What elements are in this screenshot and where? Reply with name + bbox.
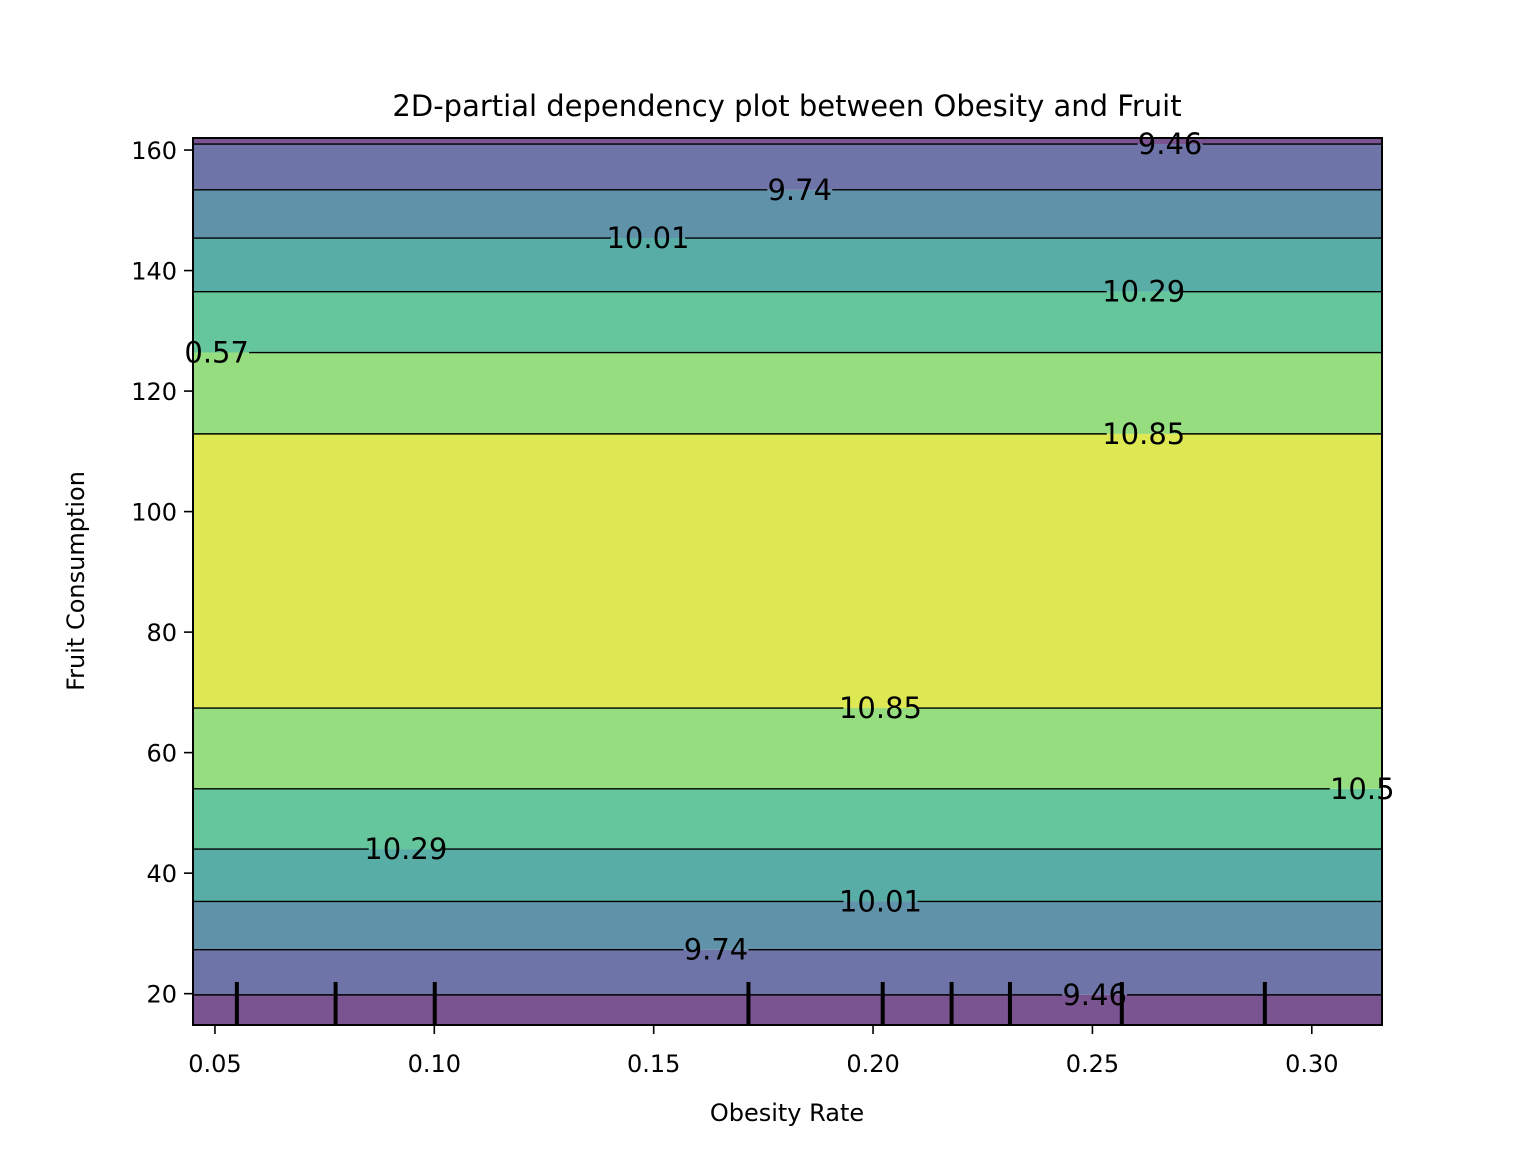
contour-label-10: 9.74: [767, 173, 832, 207]
x-tick-label-4: 0.25: [1066, 1050, 1119, 1078]
y-tick-label-0: 20: [146, 981, 177, 1009]
y-tick-label-4: 100: [131, 499, 177, 527]
x-tick-label-0: 0.05: [188, 1050, 241, 1078]
contour-band-7: [193, 352, 1382, 434]
contour-band-1: [193, 949, 1382, 995]
contour-band-2: [193, 901, 1382, 950]
contour-label-8: 10.29: [1102, 275, 1185, 309]
contour-labels: 9.46 9.74 10.01 10.29 10.5 10.85 10.85 0.57 10.2…: [184, 127, 1394, 1012]
contour-label-3: 10.29: [364, 832, 447, 866]
contour-band-0: [193, 994, 1382, 1025]
contour-label-7: 0.57: [184, 336, 249, 370]
y-tick-label-7: 160: [131, 137, 177, 165]
contour-label-5: 10.85: [839, 691, 922, 725]
x-axis-ticks: 0.05 0.10 0.15 0.20 0.25 0.30: [188, 1025, 1339, 1078]
contour-band-6: [193, 433, 1382, 709]
x-tick-label-1: 0.10: [408, 1050, 461, 1078]
contour-band-3: [193, 849, 1382, 902]
contour-band-12: [193, 138, 1382, 145]
x-tick-label-3: 0.20: [846, 1050, 899, 1078]
contour-label-11: 9.46: [1138, 127, 1203, 161]
contour-band-4: [193, 788, 1382, 850]
contour-band-5: [193, 708, 1382, 789]
contour-band-11: [193, 144, 1382, 190]
rug-marks: [234, 982, 1267, 1025]
contour-lines: [193, 143, 1382, 996]
contour-band-9: [193, 238, 1382, 292]
y-axis-ticks: 20 40 60 80 100 120 140 160: [131, 137, 193, 1009]
contour-label-6: 10.85: [1102, 417, 1185, 451]
contour-label-1: 9.74: [684, 933, 749, 967]
y-tick-label-6: 140: [131, 258, 177, 286]
y-axis-label: Fruit Consumption: [62, 471, 90, 691]
contour-bands: [193, 138, 1382, 1025]
contour-label-2: 10.01: [839, 884, 922, 918]
x-tick-label-2: 0.15: [627, 1050, 680, 1078]
plot-frame: [192, 137, 1383, 1026]
contour-band-8: [193, 291, 1382, 353]
x-tick-label-5: 0.30: [1285, 1050, 1338, 1078]
contour-label-9: 10.01: [606, 221, 689, 255]
y-tick-label-3: 80: [146, 619, 177, 647]
contour-label-0: 9.46: [1062, 978, 1127, 1012]
y-tick-label-5: 120: [131, 378, 177, 406]
contour-band-10: [193, 189, 1382, 239]
contour-label-4: 10.5: [1330, 772, 1395, 806]
x-axis-label: Obesity Rate: [710, 1099, 864, 1127]
y-tick-label-2: 60: [146, 740, 177, 768]
y-tick-label-1: 40: [146, 860, 177, 888]
chart-title: 2D-partial dependency plot between Obesi…: [392, 89, 1181, 123]
